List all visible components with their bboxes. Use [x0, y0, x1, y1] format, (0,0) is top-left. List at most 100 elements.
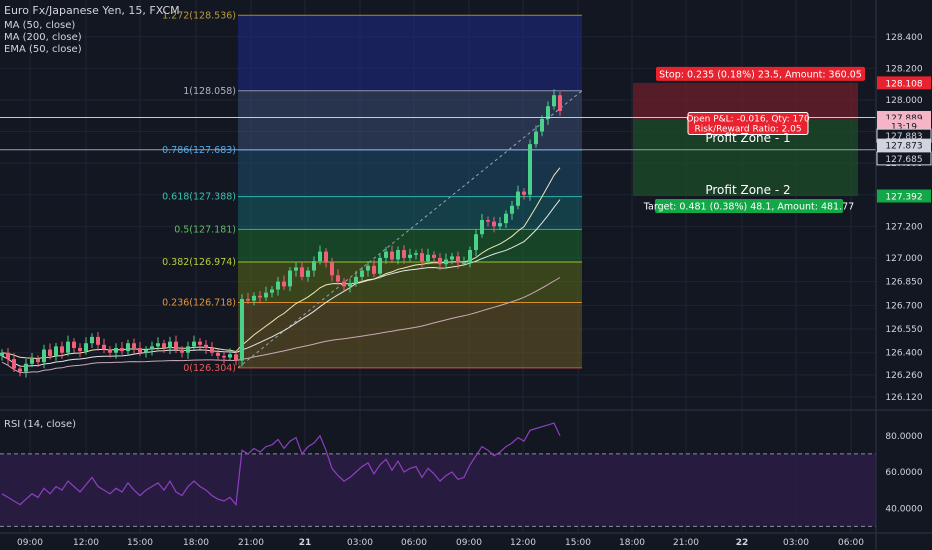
candle-body — [510, 205, 514, 214]
candle-body — [456, 256, 460, 263]
time-tick-label: 21:00 — [238, 538, 264, 548]
candle-body — [336, 275, 340, 282]
candle-body — [126, 343, 130, 352]
candle-body — [288, 270, 292, 287]
candle-body — [408, 254, 412, 258]
candle-body — [168, 341, 172, 348]
candle-body — [528, 144, 532, 195]
rsi-axis[interactable]: 80.0000 60.0000 40.0000 — [885, 432, 922, 515]
candle-body — [312, 261, 316, 271]
candle-body — [240, 298, 244, 361]
price-marker-label: 128.108 — [885, 79, 922, 89]
price-marker-label: 127.392 — [885, 192, 922, 202]
candle-body — [48, 349, 52, 356]
time-tick-label: 09:00 — [17, 538, 43, 548]
candle-body — [426, 254, 430, 262]
time-tick-label: 21:00 — [673, 538, 699, 548]
fib-zone-0.786 — [238, 150, 582, 197]
candle-body — [24, 363, 28, 372]
time-tick-label: 12:00 — [510, 538, 536, 548]
candle-body — [330, 262, 334, 276]
candle-body — [468, 250, 472, 263]
time-tick-label: 15:00 — [565, 538, 591, 548]
indicator-ema50[interactable]: EMA (50, close) — [4, 44, 82, 55]
candle-body — [558, 95, 562, 112]
fib-label-0.236: 0.236(126.718) — [162, 297, 236, 308]
candle-body — [354, 276, 358, 284]
candle-body — [306, 270, 310, 277]
time-tick-label: 22 — [736, 538, 749, 548]
price-marker-box — [877, 189, 931, 203]
candle-body — [108, 349, 112, 353]
fib-zone-1 — [238, 90, 582, 151]
price-marker-label: 127.889 — [885, 114, 922, 124]
long-position-tool[interactable]: Stop: 0.235 (0.18%) 23.5, Amount: 360.05… — [0, 66, 876, 213]
candle-body — [396, 250, 400, 260]
candle-body — [390, 251, 394, 260]
fib-zone-0.618 — [238, 196, 582, 230]
candle-body — [450, 256, 454, 260]
candle-body — [270, 289, 274, 293]
time-tick-label: 21 — [299, 538, 312, 548]
candle-body — [474, 234, 478, 251]
candle-body — [462, 262, 466, 264]
fib-label-1.272: 1.272(128.536) — [162, 10, 236, 21]
candle-body — [498, 223, 502, 227]
candle-body — [246, 298, 250, 301]
pnl-box — [687, 111, 809, 135]
candle-body — [444, 259, 448, 265]
candle-body — [384, 251, 388, 258]
candle-body — [294, 267, 298, 271]
time-tick-label: 06:00 — [401, 538, 427, 548]
rsi-tick-label: 80.0000 — [885, 432, 922, 442]
candle-body — [546, 106, 550, 119]
candle-body — [228, 354, 232, 358]
indicator-ma200[interactable]: MA (200, close) — [4, 32, 82, 43]
indicator-ma50[interactable]: MA (50, close) — [4, 20, 75, 31]
candle-body — [102, 344, 106, 350]
candle-body — [186, 346, 190, 353]
price-marker-label: 13:19 — [891, 122, 917, 132]
time-axis[interactable]: 09:00 12:00 15:00 18:00 21:00 21 03:00 06:00 09:… — [17, 538, 864, 548]
candle-body — [492, 221, 496, 227]
rsi-indicator-label[interactable]: RSI (14, close) — [4, 419, 76, 430]
fib-label-0.382: 0.382(126.974) — [162, 257, 236, 268]
time-tick-label: 03:00 — [783, 538, 809, 548]
candle-body — [36, 359, 40, 363]
fibonacci-lines: 1.272(128.536) 1(128.058) 0.786(127.683) 0.… — [162, 10, 582, 374]
candle-body — [78, 347, 82, 352]
fib-label-0.618: 0.618(127.388) — [162, 192, 236, 203]
candle-body — [150, 346, 154, 350]
fib-label-1: 1(128.058) — [183, 86, 236, 97]
candle-body — [0, 352, 4, 356]
target-label-box — [655, 198, 843, 213]
candle-body — [60, 346, 64, 353]
candle-body — [432, 254, 436, 258]
candle-body — [378, 257, 382, 274]
candle-body — [360, 270, 364, 277]
candle-body — [54, 346, 58, 356]
ma-50-line — [1, 199, 561, 367]
moving-averages — [1, 167, 561, 374]
candle-body — [234, 354, 238, 361]
symbol-title[interactable]: Euro Fx/Japanese Yen, 15, FXCM — [4, 4, 180, 17]
candle-body — [222, 355, 226, 358]
price-marker-label: 127.685 — [885, 155, 922, 165]
candle-body — [156, 343, 160, 347]
candle-body — [18, 368, 22, 372]
price-tick-label: 128.200 — [885, 64, 922, 74]
time-tick-label: 09:00 — [456, 538, 482, 548]
fibonacci-trend-line — [237, 90, 583, 369]
ema-50-line — [1, 167, 561, 360]
candle-body — [480, 220, 484, 235]
price-tick-label: 126.850 — [885, 278, 922, 288]
candle-body — [258, 295, 262, 298]
price-marker-box — [877, 76, 931, 90]
price-tick-label: 128.000 — [885, 96, 922, 106]
candle-body — [372, 265, 376, 274]
price-tick-label: 126.260 — [885, 371, 922, 381]
price-tick-label: 126.400 — [885, 349, 922, 359]
candle-body — [342, 281, 346, 287]
